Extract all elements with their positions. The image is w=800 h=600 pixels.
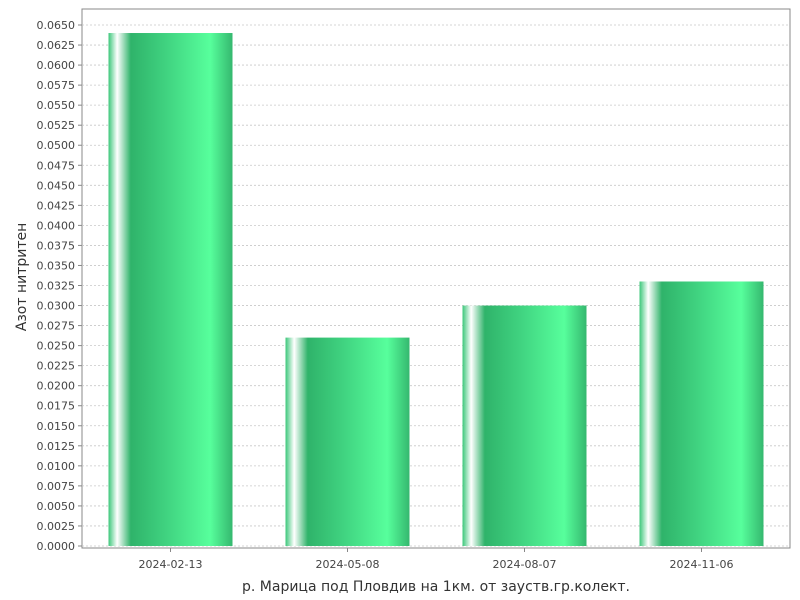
y-tick-label: 0.0325	[37, 280, 76, 293]
x-tick-label: 2024-05-08	[316, 558, 380, 571]
y-axis: 0.0000 0.0025 0.0050 0.0075 0.0100 0.0125 0.01…	[37, 19, 82, 553]
y-tick-label: 0.0200	[37, 380, 76, 393]
bars	[108, 33, 764, 547]
y-tick-label: 0.0025	[37, 520, 76, 533]
y-tick-label: 0.0525	[37, 119, 76, 132]
y-tick-label: 0.0050	[37, 500, 76, 513]
y-tick-label: 0.0075	[37, 480, 76, 493]
y-tick-label: 0.0125	[37, 440, 76, 453]
y-tick-label: 0.0575	[37, 79, 76, 92]
y-tick-label: 0.0600	[37, 59, 76, 72]
y-tick-label: 0.0475	[37, 159, 76, 172]
y-tick-label: 0.0275	[37, 320, 76, 333]
x-tick-label: 2024-08-07	[493, 558, 557, 571]
y-tick-label: 0.0000	[37, 540, 76, 553]
y-tick-label: 0.0350	[37, 259, 76, 272]
y-tick-label: 0.0375	[37, 239, 76, 252]
y-tick-label: 0.0625	[37, 39, 76, 52]
y-tick-label: 0.0400	[37, 219, 76, 232]
y-tick-label: 0.0450	[37, 179, 76, 192]
x-axis-title: р. Марица под Пловдив на 1км. от зауств.…	[242, 579, 630, 595]
y-tick-label: 0.0175	[37, 400, 76, 413]
bar	[285, 337, 410, 546]
bar	[108, 33, 233, 547]
y-tick-label: 0.0150	[37, 420, 76, 433]
y-axis-title: Азот нитритен	[14, 223, 30, 332]
bar	[639, 281, 764, 546]
y-tick-label: 0.0500	[37, 139, 76, 152]
x-tick-label: 2024-11-06	[670, 558, 734, 571]
plot-area	[81, 8, 791, 549]
y-tick-label: 0.0225	[37, 360, 76, 373]
x-axis: 2024-02-13 2024-05-08 2024-08-07 2024-11-06	[82, 547, 790, 571]
y-tick-label: 0.0650	[37, 19, 76, 32]
bar	[462, 305, 587, 546]
y-tick-label: 0.0300	[37, 300, 76, 313]
x-tick-label: 2024-02-13	[139, 558, 203, 571]
y-tick-label: 0.0250	[37, 340, 76, 353]
y-tick-label: 0.0100	[37, 460, 76, 473]
y-tick-label: 0.0550	[37, 99, 76, 112]
y-tick-label: 0.0425	[37, 199, 76, 212]
